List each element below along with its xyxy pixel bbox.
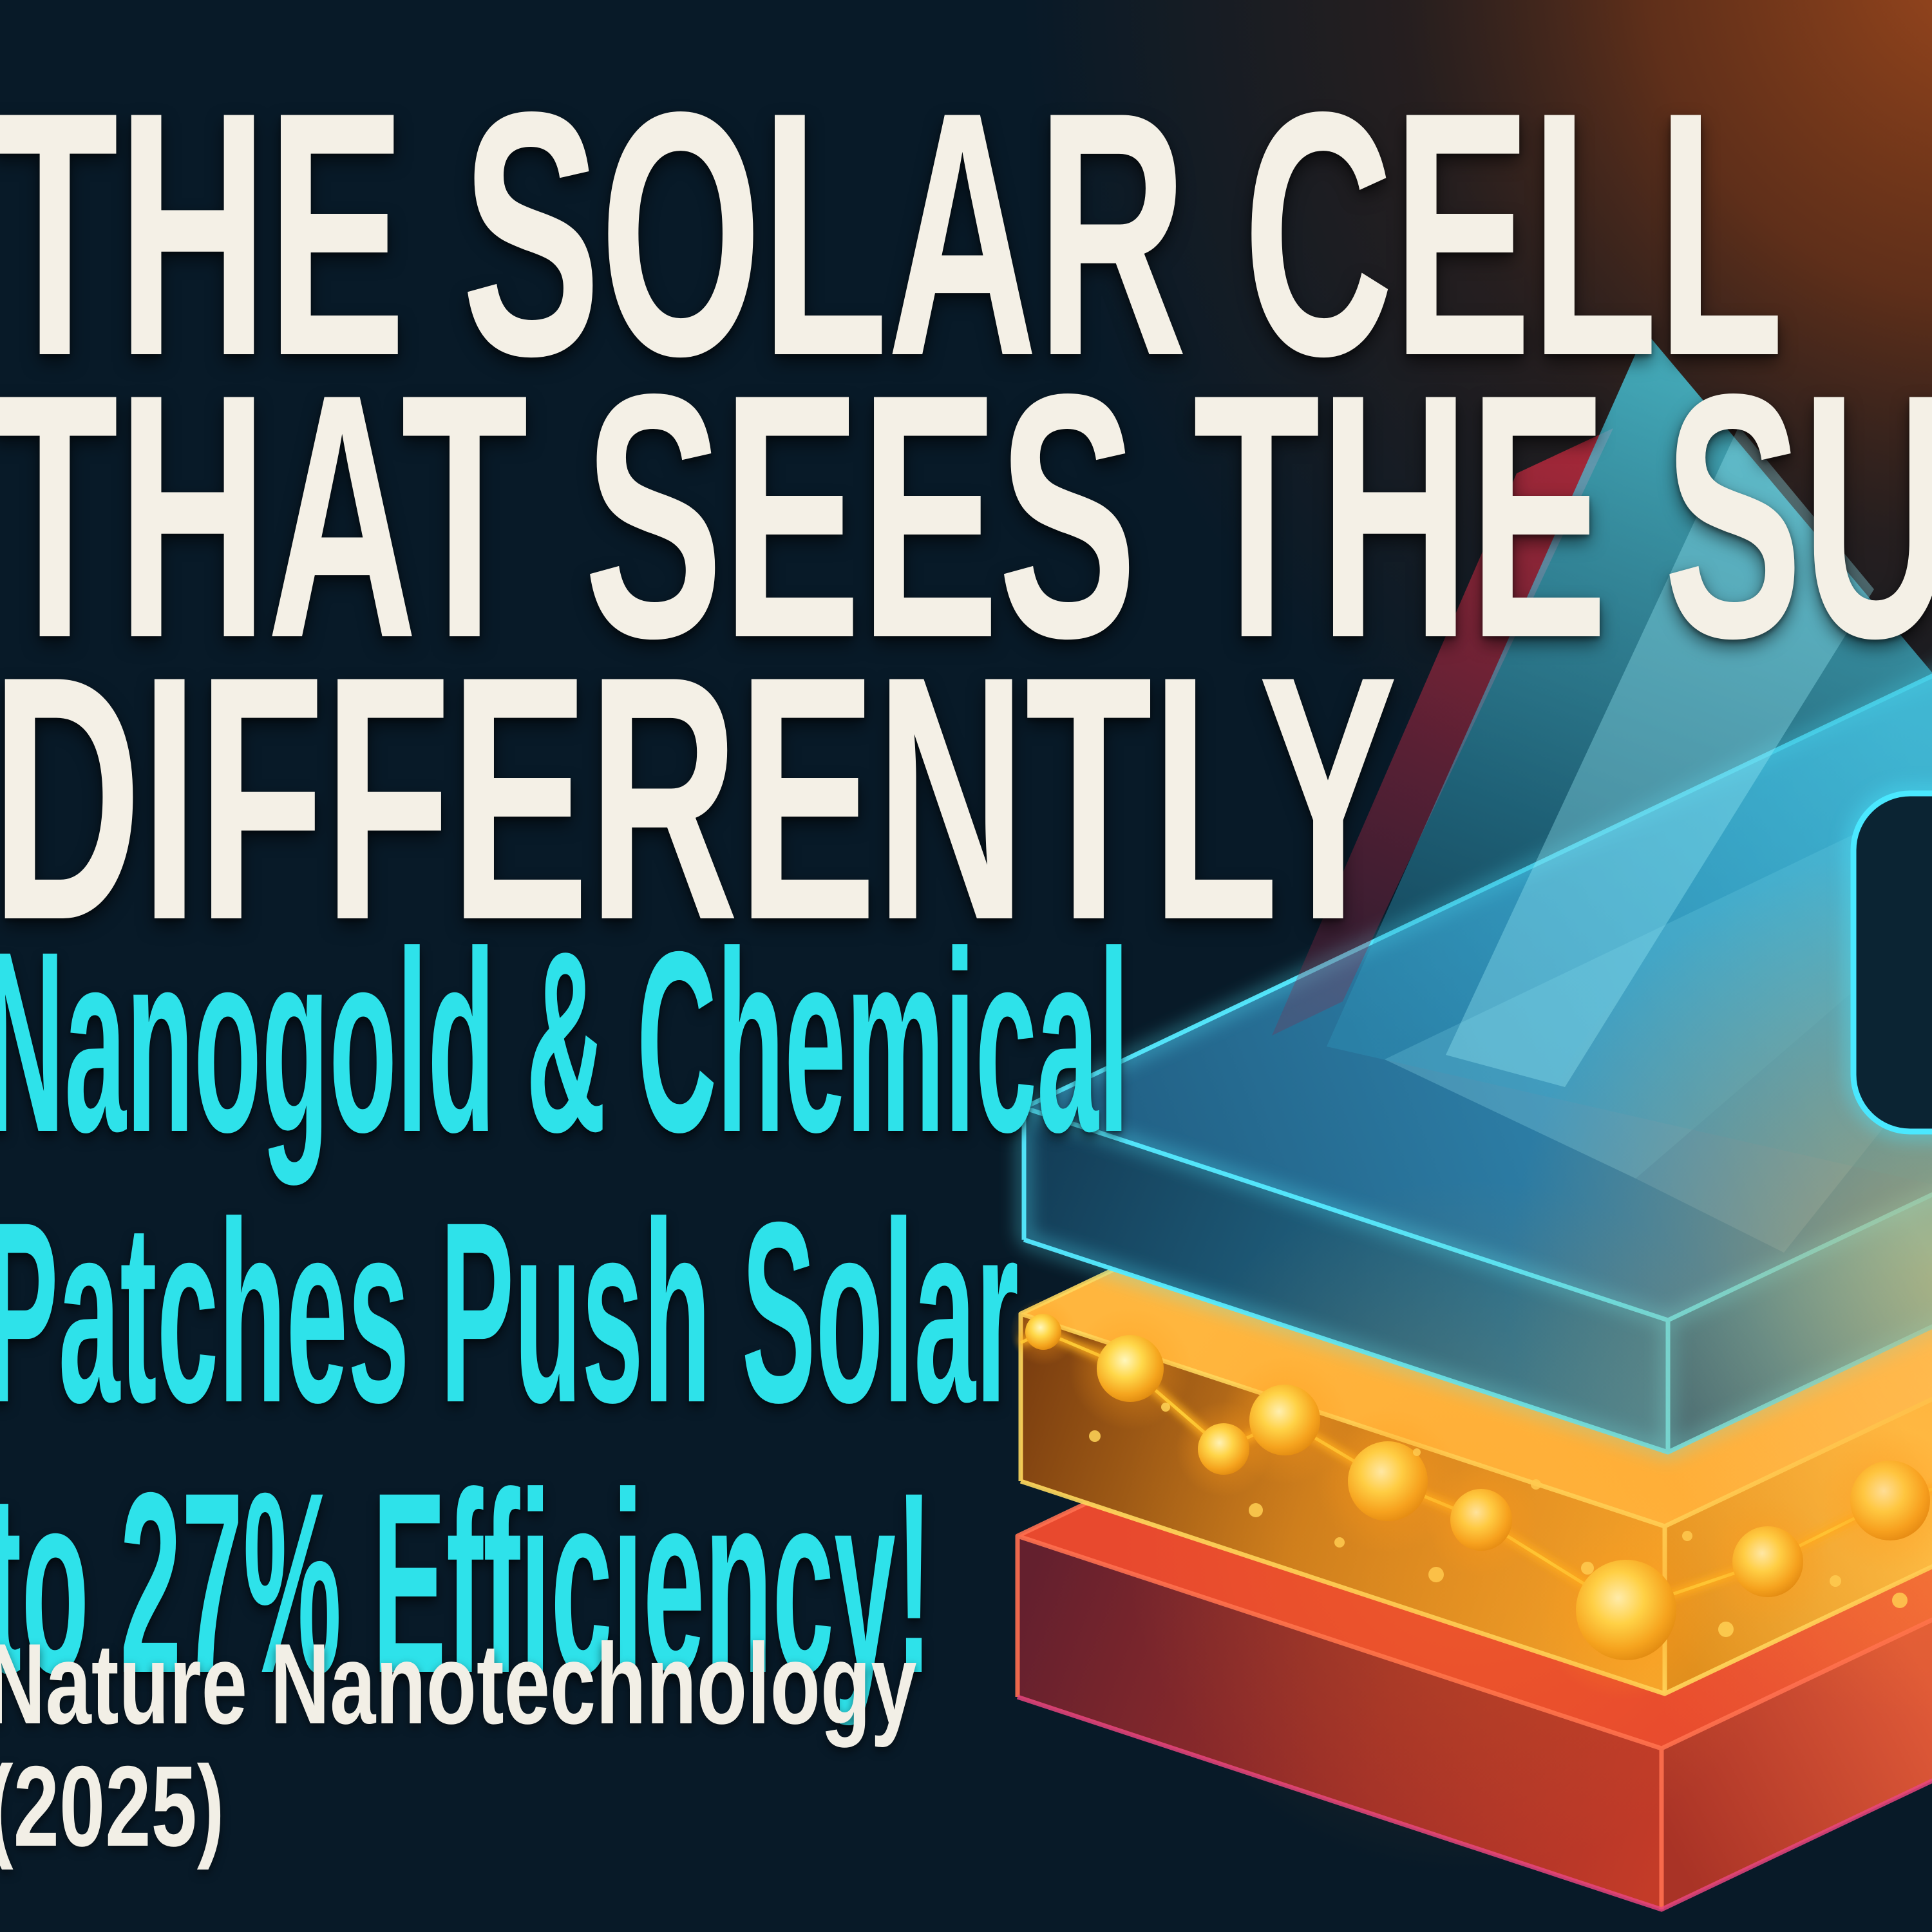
- sun-beam-red: [1272, 428, 1613, 1036]
- subheadline: Nanogold & Chemical Patches Push Solar t…: [0, 907, 1130, 1718]
- magnifier-panel: [1846, 786, 1932, 1139]
- journal-credit-line-2: (2025): [0, 1742, 225, 1870]
- subheadline-line-3: to 27% Efficiency!: [0, 1439, 933, 1727]
- headline-line-3: DIFFERENTLY: [0, 604, 1397, 992]
- amber-ambient-glow: [1121, 1179, 1816, 1874]
- journal-credit-line-1: Nature Nanotechnology: [0, 1620, 917, 1748]
- headline-line-1: THE SOLAR CELL: [0, 40, 1785, 428]
- subheadline-line-1: Nanogold & Chemical: [0, 898, 1130, 1186]
- sun-beam-core: [1446, 426, 1874, 1087]
- nanoparticle: [1025, 1314, 1061, 1350]
- journal-credit: Nature Nanotechnology (2025): [0, 1623, 917, 1868]
- subheadline-line-2: Patches Push Solar: [0, 1168, 1019, 1456]
- headline-line-2: THAT SEES THE SUN: [0, 322, 1932, 710]
- nanoparticle: [1097, 1335, 1164, 1402]
- headline: THE SOLAR CELL THAT SEES THE SUN DIFFERE…: [0, 40, 1932, 992]
